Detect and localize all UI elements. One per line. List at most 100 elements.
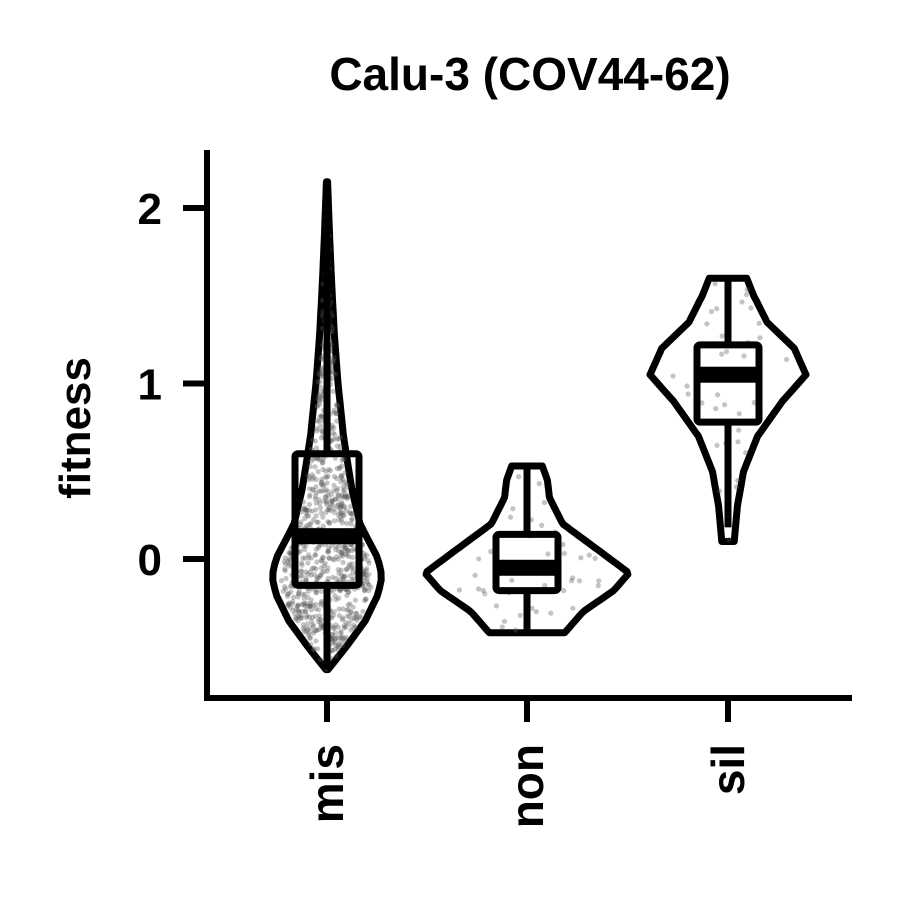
data-point	[331, 425, 337, 431]
data-point	[298, 568, 304, 574]
data-point	[346, 553, 352, 560]
data-point	[294, 603, 300, 609]
data-point	[343, 508, 349, 514]
data-point	[329, 313, 335, 319]
data-point	[340, 477, 346, 483]
data-point	[332, 646, 338, 652]
data-point	[748, 305, 754, 311]
data-point	[329, 636, 335, 642]
data-point	[304, 612, 310, 619]
data-point	[303, 506, 309, 512]
data-point	[331, 506, 337, 512]
data-point	[334, 402, 340, 408]
violin-sil	[646, 274, 810, 545]
data-point	[295, 613, 301, 619]
data-point	[309, 508, 315, 514]
data-point	[338, 514, 344, 520]
data-point	[341, 495, 347, 501]
data-point	[295, 607, 301, 613]
data-point	[335, 496, 341, 502]
data-point	[592, 555, 598, 561]
data-point	[330, 638, 336, 644]
data-point	[338, 502, 344, 508]
data-point	[328, 543, 334, 549]
data-point	[324, 568, 330, 574]
data-point	[342, 551, 348, 557]
data-point	[330, 358, 337, 364]
box-sil	[693, 341, 763, 426]
data-point	[306, 507, 312, 513]
x-tick-label-non: non	[501, 744, 553, 828]
data-point	[341, 512, 347, 518]
y-axis-label: fitness	[51, 357, 100, 499]
data-point	[699, 400, 705, 406]
data-point	[303, 543, 309, 549]
data-point	[320, 514, 326, 520]
data-point	[339, 492, 345, 498]
data-point	[313, 601, 319, 608]
data-point	[302, 555, 308, 561]
data-point	[332, 636, 338, 642]
data-point	[329, 647, 335, 653]
data-point	[318, 588, 324, 594]
data-point	[331, 482, 337, 488]
data-point	[328, 497, 334, 503]
data-point	[308, 601, 314, 607]
data-point	[280, 588, 286, 594]
data-point	[360, 584, 366, 590]
data-point	[456, 587, 462, 593]
data-point	[305, 571, 311, 577]
data-point	[299, 560, 305, 566]
data-point	[726, 537, 732, 543]
data-point	[316, 543, 323, 549]
data-point	[332, 409, 338, 415]
data-point	[334, 486, 341, 492]
data-point	[349, 577, 355, 583]
data-point	[685, 391, 691, 397]
data-point	[323, 468, 329, 474]
data-point	[339, 517, 345, 523]
data-point	[329, 375, 336, 381]
data-point	[330, 388, 336, 394]
data-point	[331, 436, 337, 442]
data-point	[314, 426, 320, 432]
data-point	[334, 418, 340, 424]
data-point	[285, 591, 292, 597]
data-point	[303, 510, 309, 516]
data-point	[306, 474, 312, 480]
data-point	[313, 490, 319, 496]
data-point	[319, 373, 325, 380]
data-point	[301, 601, 307, 607]
data-point	[315, 545, 321, 551]
data-point	[308, 641, 314, 648]
data-point	[296, 591, 302, 597]
data-point	[363, 568, 369, 574]
data-point	[325, 473, 331, 479]
data-point	[336, 643, 342, 649]
data-point	[335, 404, 341, 410]
data-point	[472, 572, 478, 578]
data-point	[326, 549, 332, 555]
data-point	[743, 450, 749, 456]
data-point	[501, 618, 508, 624]
data-point	[319, 479, 325, 485]
data-point	[318, 565, 325, 571]
data-point	[561, 550, 568, 557]
data-point	[282, 568, 288, 574]
data-point	[330, 587, 336, 594]
data-point	[299, 573, 305, 579]
data-point	[338, 472, 345, 479]
data-point	[324, 480, 330, 486]
data-point	[305, 472, 311, 478]
plot-area	[269, 178, 810, 674]
data-point	[317, 379, 323, 385]
data-point	[316, 626, 322, 633]
data-point	[330, 556, 336, 562]
data-point	[302, 515, 308, 522]
data-point	[284, 591, 290, 597]
data-point	[319, 428, 325, 434]
data-point	[342, 573, 348, 579]
data-point	[330, 625, 336, 631]
data-point	[318, 573, 324, 579]
